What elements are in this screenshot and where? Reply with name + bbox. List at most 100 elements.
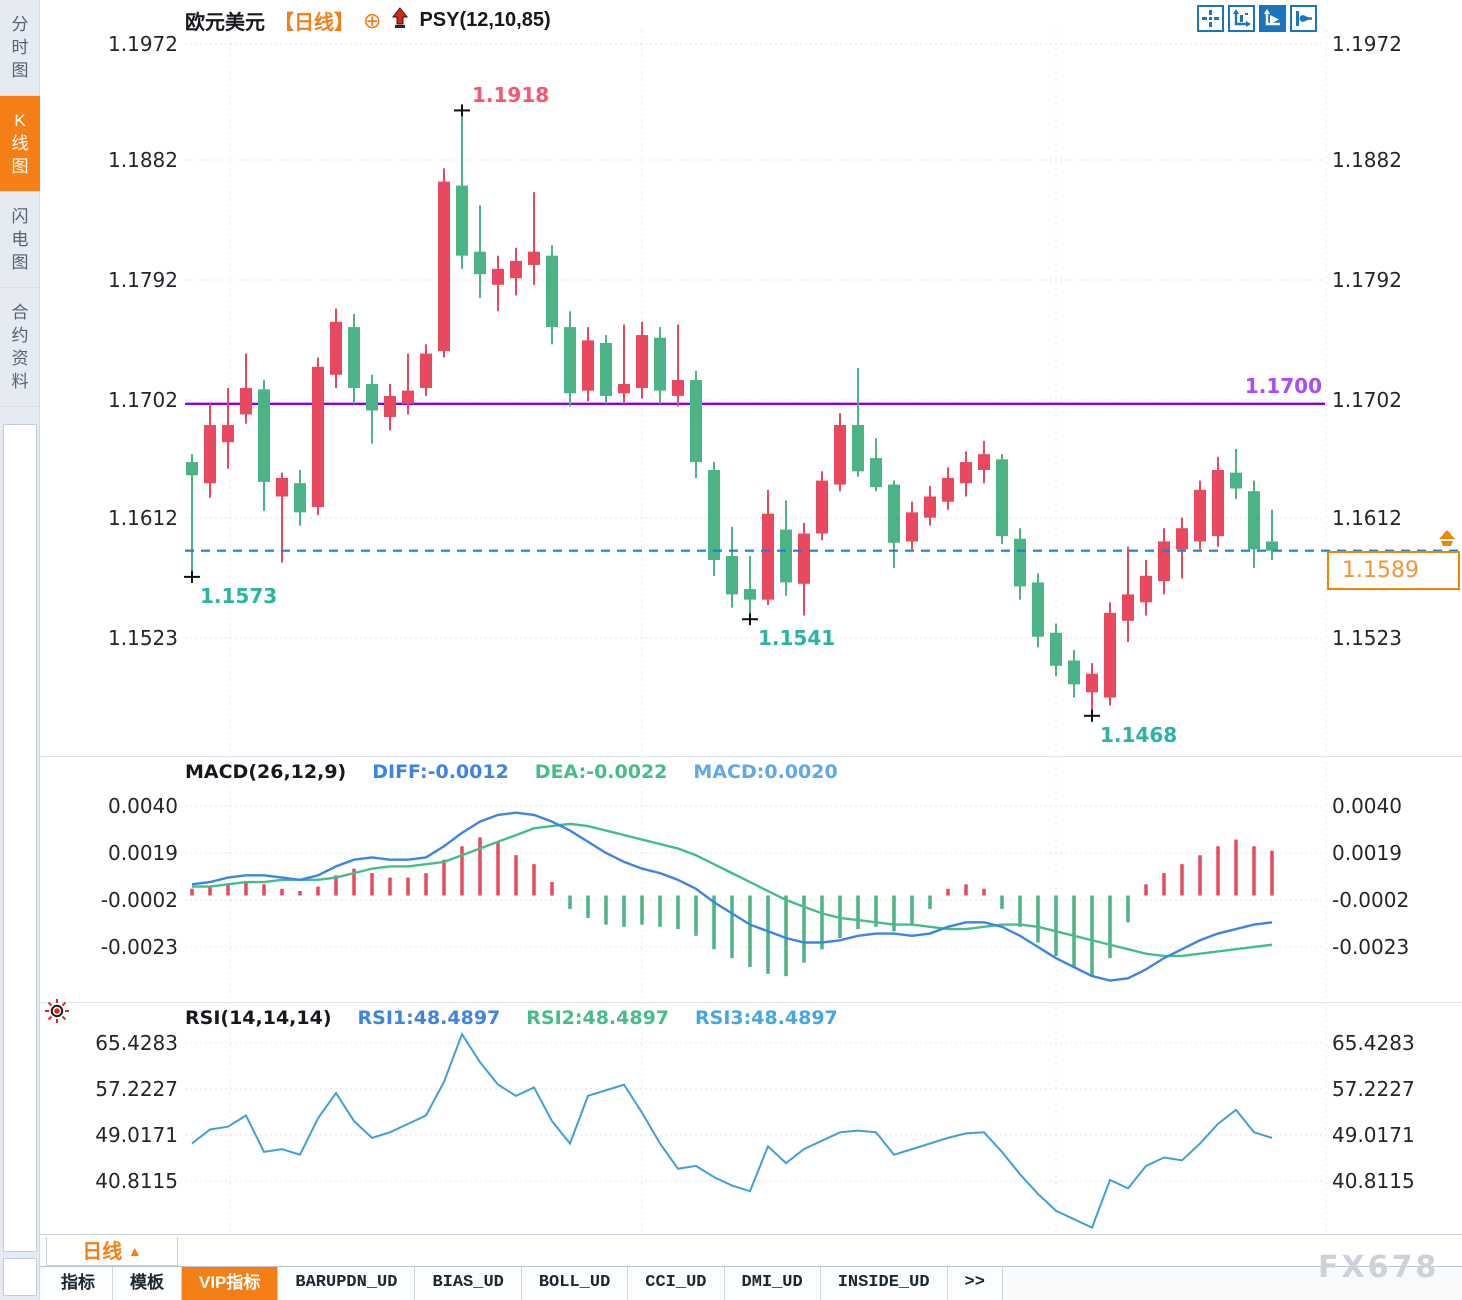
candle-body <box>726 556 738 595</box>
candle-body <box>276 477 288 497</box>
candle-body <box>906 512 918 542</box>
candle-body <box>1068 660 1080 685</box>
bottom-tab-1[interactable]: 模板 <box>113 1267 182 1300</box>
candle-body <box>1248 491 1260 550</box>
candle-body <box>1104 612 1116 698</box>
bottom-tab-9[interactable]: >> <box>947 1267 1003 1300</box>
sidebar-item-3[interactable]: 合约资料 <box>0 288 40 407</box>
candle-body <box>924 496 936 518</box>
candle-body <box>294 483 306 513</box>
circle-plus-icon[interactable]: ⊕ <box>363 7 382 33</box>
rsi-axis-label-left: 40.8115 <box>95 1169 178 1193</box>
bottom-tab-4[interactable]: BIAS_UD <box>415 1267 522 1300</box>
rsi-title[interactable]: RSI(14,14,14) <box>185 1007 332 1029</box>
candle-body <box>618 384 630 394</box>
main-macd-separator <box>40 756 1462 757</box>
candle-body <box>456 185 468 256</box>
left-sidebar: 分时图 K线图闪电图合约资料 <box>0 0 40 1300</box>
rsi-axis-label-left: 49.0171 <box>95 1123 178 1147</box>
candle-body <box>420 353 432 388</box>
indicator-settings-sun-icon[interactable] <box>44 998 70 1029</box>
indicator-tab-bar: 指标 模板 VIP指标 BARUPDN_UD BIAS_UD BOLL_UD CCI_UD D… <box>40 1266 1462 1300</box>
bottom-tab-8[interactable]: INSIDE_UD <box>820 1267 948 1300</box>
price-axis-label-right: 1.1882 <box>1332 148 1402 172</box>
candle-body <box>852 425 864 472</box>
exit-right-icon[interactable] <box>1290 5 1317 32</box>
candle-body <box>492 268 504 285</box>
sidebar-item-0[interactable]: 分时图 <box>0 0 40 96</box>
price-axis-label-left: 1.1792 <box>108 268 178 292</box>
rsi-axis-label-right: 57.2227 <box>1332 1077 1415 1101</box>
price-axis-label-right: 1.1972 <box>1332 32 1402 56</box>
price-axis-label-left: 1.1612 <box>108 506 178 530</box>
candle-body <box>780 529 792 583</box>
macd-header: MACD(26,12,9) DIFF:-0.0012 DEA:-0.0022 M… <box>185 761 838 783</box>
macd-axis-label-left: 0.0040 <box>108 794 178 818</box>
candle-body <box>600 342 612 396</box>
rsi-axis-label-right: 49.0171 <box>1332 1123 1415 1147</box>
candle-body <box>510 260 522 279</box>
sidebar-empty-panel <box>3 424 37 1252</box>
macd-axis-label-right: -0.0002 <box>1332 888 1410 912</box>
candle-body <box>474 251 486 275</box>
price-axis-label-right: 1.1702 <box>1332 388 1402 412</box>
sidebar-item-2[interactable]: 闪电图 <box>0 192 40 288</box>
candle-body <box>348 327 360 388</box>
extreme-price-label: 1.1918 <box>472 83 550 108</box>
extreme-price-label: 1.1573 <box>200 583 278 608</box>
period-tag[interactable]: 【日线】 <box>274 12 354 34</box>
macd-axis-label-left: -0.0023 <box>100 935 178 959</box>
macd-axis-label-right: 0.0040 <box>1332 794 1402 818</box>
bottom-tab-0[interactable]: 指标 <box>44 1267 113 1300</box>
move-crosshair-icon[interactable] <box>1197 5 1224 32</box>
candle-body <box>798 533 810 584</box>
bottom-tab-7[interactable]: DMI_UD <box>724 1267 821 1300</box>
triangle-up-icon: ▲ <box>127 1243 142 1259</box>
bottom-tab-2[interactable]: VIP指标 <box>182 1267 279 1300</box>
candle-body <box>528 251 540 265</box>
macd-diff-value: DIFF:-0.0012 <box>372 761 509 783</box>
candle-body <box>654 337 666 391</box>
candle-body <box>1122 594 1134 621</box>
bottom-tab-3[interactable]: BARUPDN_UD <box>278 1267 416 1300</box>
price-up-arrow-icon <box>1436 528 1458 555</box>
sidebar-bottom-cell <box>3 1258 37 1296</box>
sidebar-item-label: 合约资料 <box>11 303 29 391</box>
bottom-tab-5[interactable]: BOLL_UD <box>521 1267 629 1300</box>
price-axis-label-left: 1.1702 <box>108 388 178 412</box>
macd-axis-label-left: -0.0002 <box>100 888 178 912</box>
candle-body <box>384 395 396 418</box>
rsi3-value: RSI3:48.4897 <box>695 1007 838 1029</box>
period-selector-button[interactable]: 日线 ▲ <box>46 1237 178 1266</box>
candle-body <box>582 340 594 391</box>
candle-body <box>744 589 756 600</box>
rsi1-value: RSI1:48.4897 <box>357 1007 501 1029</box>
sidebar-item-1[interactable]: K线图 <box>0 96 40 192</box>
macd-rsi-separator <box>40 1002 1462 1003</box>
rsi-axis-label-right: 65.4283 <box>1332 1031 1415 1055</box>
candle-body <box>1194 489 1206 542</box>
rsi-line <box>191 1031 1273 1229</box>
candle-body <box>1050 632 1062 666</box>
candle-body <box>258 389 270 482</box>
candle-body <box>1140 575 1152 603</box>
axis-zoom-icon[interactable] <box>1228 5 1255 32</box>
price-axis-label-left: 1.1972 <box>108 32 178 56</box>
symbol-name: 欧元美元 <box>185 12 265 34</box>
overlay-indicator-label[interactable]: PSY(12,10,85) <box>419 9 551 31</box>
candle-body <box>240 387 252 415</box>
candle-body <box>1086 673 1098 693</box>
rsi-header: RSI(14,14,14) RSI1:48.4897 RSI2:48.4897 … <box>185 1007 838 1029</box>
macd-bar-value: MACD:0.0020 <box>693 761 838 783</box>
macd-title[interactable]: MACD(26,12,9) <box>185 761 347 783</box>
price-axis-label-right: 1.1792 <box>1332 268 1402 292</box>
candle-body <box>636 335 648 388</box>
axis-play-icon[interactable] <box>1259 5 1286 32</box>
macd-axis-label-right: 0.0019 <box>1332 841 1402 865</box>
candle-body <box>204 425 216 484</box>
bottom-tab-6[interactable]: CCI_UD <box>628 1267 725 1300</box>
sidebar-item-label: 闪电图 <box>11 207 29 272</box>
candle-body <box>816 480 828 534</box>
